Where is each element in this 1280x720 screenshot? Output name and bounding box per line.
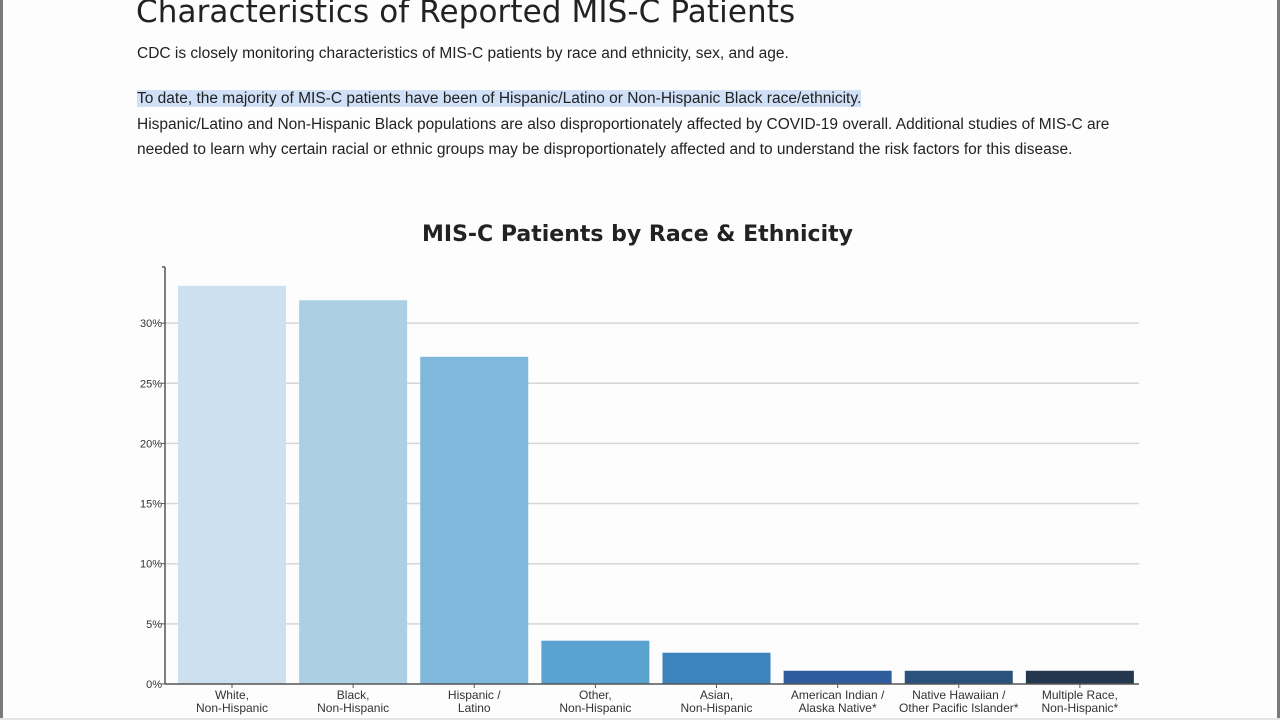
y-tick-label: 20% bbox=[140, 438, 162, 450]
x-tick-label: Other, bbox=[579, 688, 612, 702]
x-tick-label: Asian, bbox=[700, 688, 733, 702]
y-tick-label: 30% bbox=[140, 318, 162, 330]
x-tick-label: Non-Hispanic bbox=[680, 701, 752, 715]
bar[interactable] bbox=[1025, 670, 1134, 684]
x-tick-label: Hispanic / bbox=[448, 688, 501, 702]
bar[interactable] bbox=[783, 670, 892, 684]
x-tick-label: American Indian / bbox=[791, 688, 885, 702]
chart-title: MIS-C Patients by Race & Ethnicity bbox=[422, 222, 853, 247]
bar[interactable] bbox=[420, 356, 529, 684]
window-frame-bottom bbox=[0, 718, 1280, 720]
bars bbox=[178, 285, 1134, 684]
bar[interactable] bbox=[541, 640, 650, 684]
intro-text: CDC is closely monitoring characteristic… bbox=[137, 45, 789, 62]
x-tick-label: Non-Hispanic bbox=[559, 701, 631, 715]
y-tick-label: 25% bbox=[140, 378, 162, 390]
x-tick-label: Non-Hispanic bbox=[196, 701, 268, 715]
page-title: Characteristics of Reported MIS-C Patien… bbox=[136, 0, 796, 30]
x-tick-label: White, bbox=[215, 688, 249, 702]
bar[interactable] bbox=[904, 670, 1013, 684]
x-tick-label: Alaska Native* bbox=[799, 701, 877, 715]
x-tick-label: Multiple Race, bbox=[1042, 688, 1118, 702]
window-frame-right bbox=[1277, 0, 1280, 720]
x-tick-label: Non-Hispanic bbox=[317, 701, 389, 715]
body-text: Hispanic/Latino and Non-Hispanic Black p… bbox=[137, 115, 1110, 159]
y-tick-label: 10% bbox=[140, 559, 162, 571]
y-tick-label: 0% bbox=[146, 679, 162, 691]
body-paragraph: To date, the majority of MIS-C patients … bbox=[137, 86, 1147, 163]
bar[interactable] bbox=[299, 300, 408, 684]
x-tick-label: Black, bbox=[337, 688, 370, 702]
x-tick-label: Non-Hispanic* bbox=[1042, 701, 1119, 715]
bar[interactable] bbox=[662, 652, 771, 684]
y-tick-label: 5% bbox=[146, 619, 162, 631]
y-tick-label: 15% bbox=[140, 499, 162, 511]
highlighted-sentence[interactable]: To date, the majority of MIS-C patients … bbox=[137, 90, 862, 107]
x-tick-labels: White,Non-HispanicBlack,Non-HispanicHisp… bbox=[196, 688, 1119, 715]
y-tick-labels: 0% 5% 10% 15% 20% 25% 30% bbox=[140, 318, 162, 691]
axes bbox=[161, 266, 1139, 688]
bar[interactable] bbox=[178, 285, 286, 684]
x-tick-label: Other Pacific Islander* bbox=[899, 701, 1019, 715]
x-tick-label: Native Hawaiian / bbox=[912, 688, 1006, 702]
x-tick-label: Latino bbox=[458, 701, 491, 715]
window-frame-left bbox=[0, 0, 3, 720]
